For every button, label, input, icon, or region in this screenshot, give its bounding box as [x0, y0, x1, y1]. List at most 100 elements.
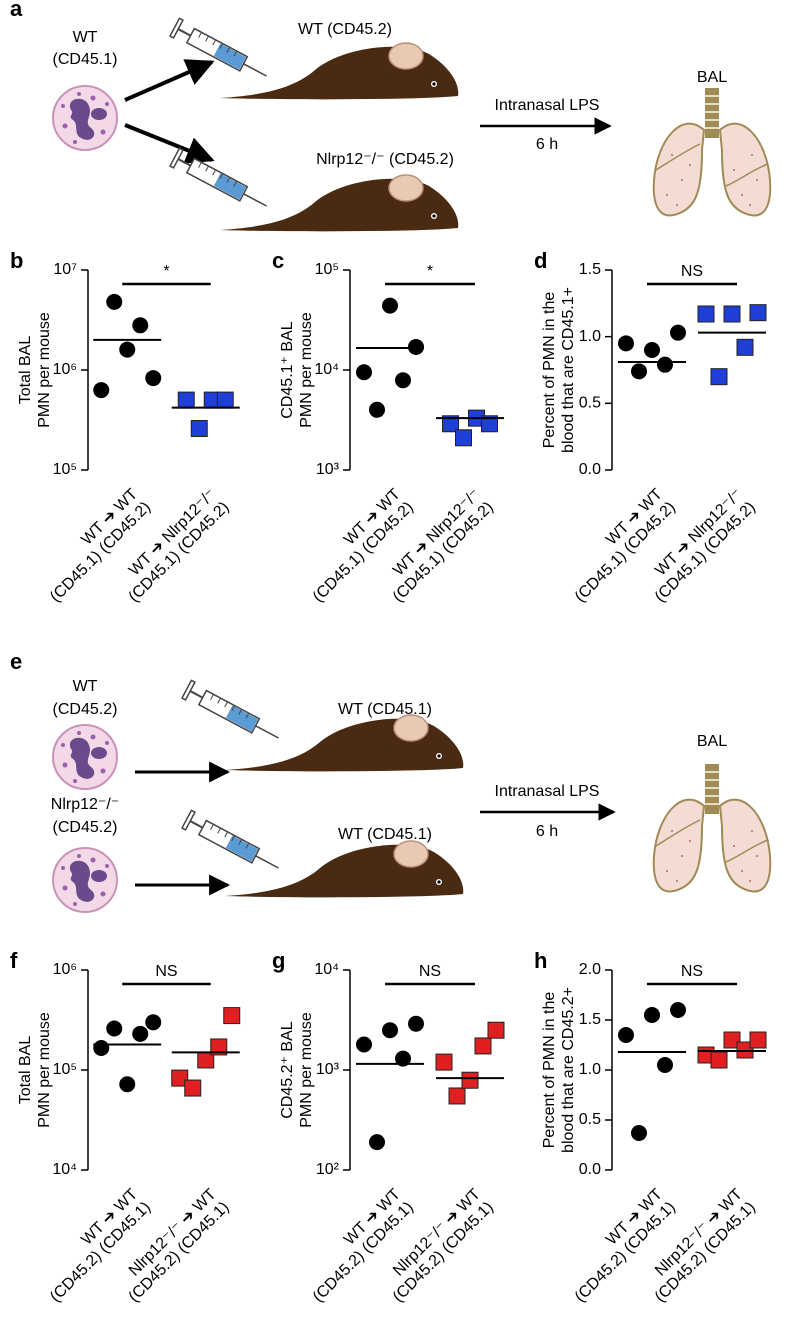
panel-letter: b [10, 248, 23, 273]
y-tick-label: 10² [316, 1161, 340, 1178]
data-square [171, 1069, 189, 1087]
data-dot [106, 1020, 123, 1037]
significance-label: * [163, 263, 169, 280]
data-dot [644, 1007, 660, 1023]
data-dot [356, 364, 372, 381]
cell-icon [52, 847, 118, 913]
y-tick-label: 10⁶ [53, 361, 77, 378]
y-tick-label: 10⁴ [52, 1161, 77, 1178]
lungs-icon [652, 763, 772, 893]
y-tick-label: 10⁵ [315, 261, 339, 278]
y-tick-label: 0.5 [579, 395, 601, 412]
y-tick-label: 10⁵ [53, 461, 77, 478]
data-square [184, 1079, 202, 1097]
panel-letter: g [272, 948, 285, 973]
data-dot [369, 1134, 385, 1151]
y-tick-label: 0.5 [579, 1111, 601, 1128]
data-dot [132, 317, 149, 334]
panel-letter: c [272, 248, 284, 273]
data-square [210, 1038, 228, 1056]
data-dot [408, 338, 424, 355]
y-axis-label: PMN per mouse [36, 312, 53, 428]
data-square [461, 1071, 479, 1089]
y-tick-label: 0.0 [579, 1161, 601, 1178]
significance-label: NS [419, 963, 441, 980]
y-tick-label: 10⁴ [314, 961, 339, 978]
significance-label: NS [155, 963, 177, 980]
data-square [442, 415, 459, 433]
data-square [455, 429, 472, 447]
data-dot [382, 1022, 398, 1039]
syringe-icon [169, 147, 273, 216]
y-tick-label: 1.0 [579, 1061, 601, 1078]
y-tick-label: 1.5 [579, 261, 601, 278]
data-dot [395, 372, 411, 389]
readout-label: BAL [697, 733, 727, 750]
panel-letter: e [10, 649, 22, 674]
panel-letter: d [534, 248, 547, 273]
y-axis-label: PMN per mouse [298, 1012, 315, 1128]
panel-letter: f [10, 948, 18, 973]
cell-icon [52, 724, 118, 790]
data-dot [93, 1039, 110, 1056]
donor-label: WT [73, 678, 98, 695]
y-tick-label: 2.0 [579, 961, 601, 978]
data-dot [408, 1015, 424, 1032]
y-axis-label: CD45.1⁺ BAL [279, 321, 296, 418]
data-dot [618, 335, 634, 352]
y-axis-label: PMN per mouse [36, 1012, 53, 1128]
data-square [435, 1053, 453, 1071]
duration-label: 6 h [536, 136, 558, 153]
panel-letter: h [534, 948, 547, 973]
data-dot [145, 1014, 162, 1031]
data-square [736, 338, 754, 356]
data-dot [369, 401, 385, 418]
y-tick-label: 1.0 [579, 328, 601, 345]
y-tick-label: 10⁵ [53, 1061, 77, 1078]
data-square [710, 368, 728, 386]
y-tick-label: 1.5 [579, 1011, 601, 1028]
data-square [474, 1037, 492, 1055]
data-square [710, 1051, 728, 1069]
significance-label: NS [681, 263, 703, 280]
donor-label: Nlrp12⁻/⁻ [51, 796, 119, 813]
y-axis-label: blood that are CD45.1+ [560, 287, 577, 453]
mouse-icon [224, 714, 465, 773]
significance-label: NS [681, 963, 703, 980]
y-tick-label: 10³ [316, 461, 340, 478]
data-dot [382, 297, 398, 314]
mouse-icon [224, 840, 465, 899]
data-square [481, 415, 498, 433]
chart-panel: h 0.0 0.5 1.0 1.5 2.0 Percent of PMN in the blo… [534, 948, 767, 1306]
data-square [177, 391, 195, 409]
data-dot [106, 293, 123, 310]
data-square [697, 305, 715, 323]
chart-panel: d 0.0 0.5 1.0 1.5 Percent of PMN in the blood … [534, 248, 767, 606]
syringe-icon [181, 809, 285, 878]
cell-icon [52, 85, 118, 151]
data-dot [657, 356, 673, 373]
data-square [448, 1087, 466, 1105]
data-square [723, 305, 741, 323]
data-dot [93, 382, 110, 399]
data-dot [631, 1125, 647, 1141]
y-tick-label: 10³ [316, 1061, 340, 1078]
donor-label: (CD45.1) [53, 51, 118, 68]
data-dot [670, 324, 686, 341]
y-axis-label: blood that are CD45.2+ [560, 987, 577, 1153]
y-tick-label: 10⁶ [53, 961, 77, 978]
recipient-label: WT (CD45.2) [298, 21, 392, 38]
y-axis-label: PMN per mouse [298, 312, 315, 428]
readout-label: BAL [697, 69, 727, 86]
data-dot [119, 1076, 136, 1093]
data-dot [119, 341, 136, 358]
y-axis-label: Total BAL [17, 1036, 34, 1105]
data-square [723, 1031, 741, 1049]
recipient-label: WT (CD45.1) [338, 701, 432, 718]
panel-e: e WT (CD45.2) Nlrp12⁻/⁻ (CD45.2) WT (CD4… [10, 649, 772, 913]
data-square [216, 391, 234, 409]
